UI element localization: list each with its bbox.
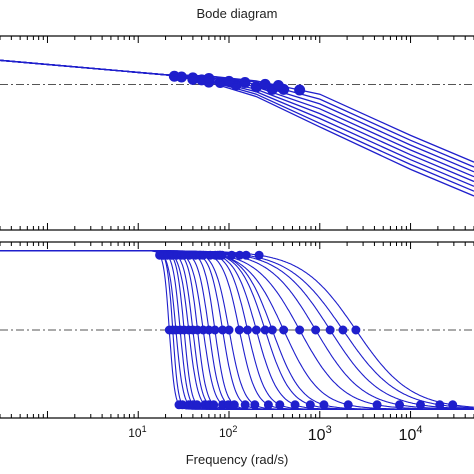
- phase-marker: [395, 400, 405, 410]
- phase-marker: [372, 400, 382, 410]
- magnitude-marker: [272, 80, 284, 92]
- phase-marker: [251, 325, 261, 335]
- phase-marker: [338, 325, 348, 335]
- x-tick-label: 101: [128, 424, 146, 440]
- phase-marker: [343, 400, 353, 410]
- x-tick-label: 104: [399, 424, 423, 444]
- phase-marker: [295, 325, 305, 335]
- phase-marker: [263, 400, 273, 410]
- phase-series-line: [0, 250, 474, 408]
- phase-marker: [234, 325, 244, 335]
- magnitude-marker: [294, 84, 306, 96]
- phase-marker: [319, 400, 329, 410]
- phase-panel: 101 102 103 104: [0, 241, 474, 444]
- phase-marker: [240, 400, 250, 410]
- x-tick-label: 102: [219, 424, 237, 440]
- phase-marker: [448, 400, 458, 410]
- x-tick-label: 103: [308, 424, 332, 444]
- magnitude-series-line: [0, 59, 474, 173]
- phase-marker: [311, 325, 321, 335]
- phase-marker: [267, 325, 277, 335]
- x-axis-label: Frequency (rad/s): [185, 452, 289, 467]
- magnitude-series-group: [0, 59, 474, 197]
- magnitude-series-line: [0, 59, 474, 178]
- phase-marker: [351, 325, 361, 335]
- magnitude-panel: [0, 35, 474, 231]
- phase-marker: [210, 325, 220, 335]
- phase-marker: [415, 400, 425, 410]
- magnitude-marker: [259, 78, 271, 90]
- magnitude-series-line: [0, 59, 474, 163]
- phase-marker: [279, 325, 289, 335]
- phase-marker: [243, 325, 253, 335]
- phase-axes-frame: [0, 241, 474, 419]
- phase-marker: [209, 400, 219, 410]
- phase-marker: [241, 250, 251, 260]
- phase-marker: [229, 400, 239, 410]
- magnitude-axes-frame: [0, 35, 474, 231]
- phase-marker: [325, 325, 335, 335]
- phase-marker: [250, 400, 260, 410]
- magnitude-ticks: [0, 36, 474, 230]
- x-tick-labels: 101 102 103 104: [128, 424, 422, 444]
- phase-marker: [275, 400, 285, 410]
- phase-marker: [224, 325, 234, 335]
- phase-marker: [254, 250, 264, 260]
- phase-marker: [305, 400, 315, 410]
- chart-title: Bode diagram: [196, 6, 278, 21]
- phase-ticks: [0, 242, 474, 418]
- phase-marker: [192, 400, 202, 410]
- phase-series-group: [0, 250, 474, 410]
- phase-marker: [290, 400, 300, 410]
